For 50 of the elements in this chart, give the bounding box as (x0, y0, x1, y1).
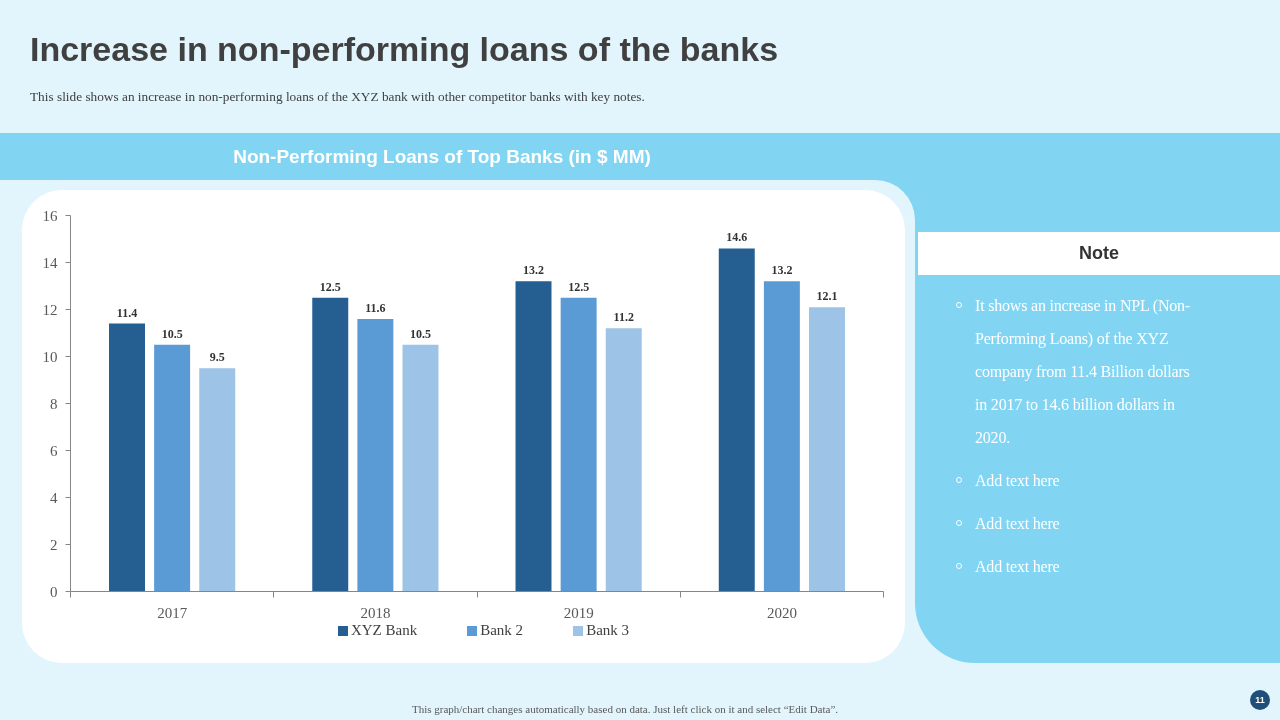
data-label: 11.2 (613, 310, 634, 325)
bar (809, 307, 845, 592)
y-tick-label: 16 (42, 207, 58, 224)
bar (402, 344, 439, 592)
text: Note (918, 232, 1280, 275)
x-tick-label: 2018 (360, 604, 391, 621)
data-label: 12.1 (816, 289, 838, 304)
data-label: 13.2 (523, 263, 544, 278)
text: Non-Performing Loans of Top Banks (in $ MM) (232, 145, 652, 169)
bar (560, 297, 597, 592)
text: Add text here (975, 471, 1061, 491)
data-label: 12.5 (568, 279, 590, 294)
y-tick-label: 14 (42, 254, 58, 271)
bar (357, 318, 394, 592)
data-label: 11.4 (116, 305, 138, 320)
data-label: 10.5 (161, 326, 183, 341)
data-label: 14.6 (726, 230, 748, 245)
x-tick-label: 2019 (563, 604, 594, 621)
data-label: 13.2 (771, 263, 793, 278)
chart-subtitle: This slide shows an increase in non-performing loans of the XYZ bank with other competitor banks with key notes. (30, 88, 645, 106)
x-tick-label: 2017 (157, 604, 188, 621)
text: Add text here (975, 514, 1061, 534)
y-tick-label: 6 (50, 442, 58, 459)
bar (109, 323, 145, 592)
data-label: 9.5 (209, 350, 225, 365)
bar (154, 344, 191, 592)
legend-label: XYZ Bank (350, 621, 418, 640)
y-tick-label: 8 (50, 395, 58, 412)
bar (199, 368, 236, 592)
text: Add text here (975, 557, 1061, 577)
y-tick-label: 0 (50, 583, 58, 600)
chart-title: Increase in non-performing loans of the banks (30, 29, 779, 70)
y-tick-label: 12 (42, 301, 58, 318)
legend-label: Bank 3 (586, 621, 630, 640)
data-label: 10.5 (410, 326, 431, 341)
text: 11 (1250, 690, 1270, 710)
bar (605, 328, 642, 592)
bar (718, 248, 755, 592)
data-label: 12.5 (319, 279, 341, 294)
y-tick-label: 4 (50, 489, 58, 506)
bar (763, 281, 800, 592)
legend-label: Bank 2 (480, 621, 524, 640)
x-tick-label: 2020 (766, 604, 797, 621)
y-tick-label: 10 (42, 348, 58, 365)
data-label: 11.6 (365, 300, 386, 315)
text: This graph/chart changes automatically based on data. Just left click on it and select “Edit Data”. (410, 702, 840, 717)
y-tick-label: 2 (50, 536, 58, 553)
bar (515, 281, 552, 592)
text: It shows an increase in NPL (Non-Performing Loans) of the XYZ company from 11.4 Billion dollars in 2017 to 14.6 billion dollars in 2020. (975, 296, 1191, 448)
bar (312, 297, 349, 592)
